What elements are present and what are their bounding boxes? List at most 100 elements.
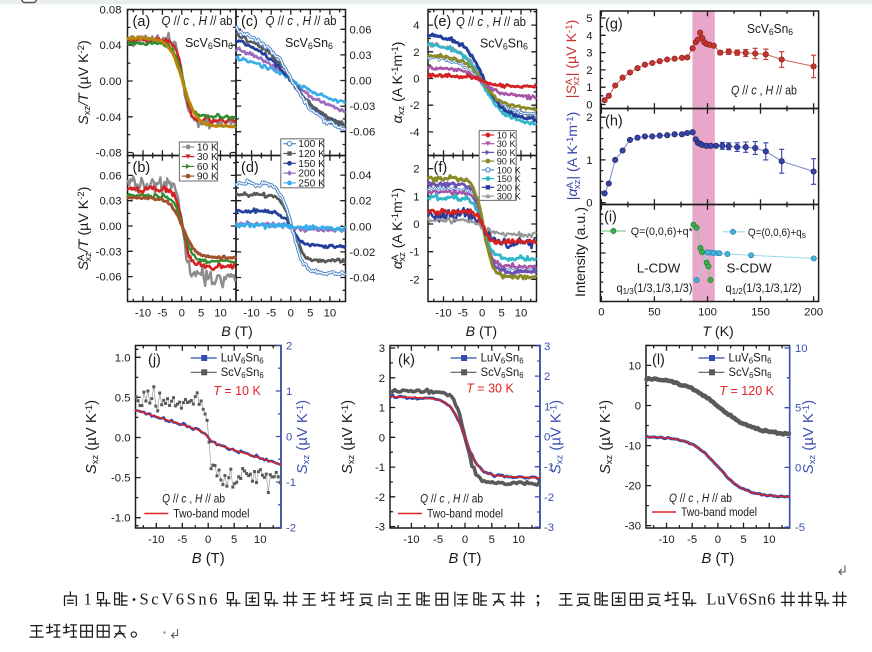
svg-text:ScV6Sn6: ScV6Sn6	[140, 590, 218, 609]
svg-text:-1: -1	[375, 462, 385, 474]
svg-text:q1/3(1/3,1/3,1/3): q1/3(1/3,1/3,1/3)	[617, 283, 693, 296]
svg-text:0: 0	[413, 219, 419, 231]
svg-text:1: 1	[413, 191, 419, 203]
svg-text:ScV6Sn6: ScV6Sn6	[285, 35, 333, 52]
svg-text:ScV6Sn6: ScV6Sn6	[481, 367, 525, 380]
svg-text:10: 10	[324, 308, 337, 320]
svg-text:-5: -5	[795, 522, 805, 534]
svg-text:2: 2	[544, 371, 550, 383]
svg-text:Sxz (µV K-1): Sxz (µV K-1)	[340, 400, 357, 474]
svg-text:LuV6Sn6: LuV6Sn6	[706, 590, 775, 609]
svg-text:5: 5	[498, 308, 504, 320]
svg-text:0.00: 0.00	[100, 221, 122, 233]
svg-text:q1/2(1/3,1/3,1/2): q1/2(1/3,1/3,1/2)	[726, 283, 802, 296]
svg-text:B (T): B (T)	[192, 551, 225, 567]
svg-text:Q // c , H // ab: Q // c , H // ab	[456, 14, 526, 29]
svg-text:100 K: 100 K	[497, 165, 522, 175]
svg-text:-5: -5	[458, 308, 468, 320]
svg-text:-2: -2	[375, 492, 385, 504]
svg-text:-0.03: -0.03	[96, 246, 122, 258]
svg-text:ScV6Sn6: ScV6Sn6	[747, 21, 793, 38]
svg-text:Sxz/T (µV K-2): Sxz/T (µV K-2)	[76, 40, 93, 124]
svg-text:-1: -1	[409, 247, 419, 259]
svg-text:0.00: 0.00	[100, 76, 122, 88]
svg-text:T (K): T (K)	[702, 324, 734, 340]
svg-text:-5: -5	[687, 534, 697, 546]
svg-text:-0.04: -0.04	[96, 112, 122, 124]
svg-text:Sxz (µV K-1): Sxz (µV K-1)	[801, 400, 818, 474]
svg-text:Q=(0,0,6)+q*: Q=(0,0,6)+q*	[631, 226, 694, 238]
svg-text:S-CDW: S-CDW	[726, 261, 772, 276]
svg-text:0: 0	[544, 432, 550, 444]
svg-text:ScV6Sn6: ScV6Sn6	[729, 367, 773, 380]
svg-text:50: 50	[648, 307, 661, 319]
svg-text:Two-band model: Two-band model	[681, 505, 757, 519]
svg-text:αAxz (A K-1m-1): αAxz (A K-1m-1)	[390, 188, 408, 269]
svg-text:(g): (g)	[605, 17, 623, 33]
svg-text:0.06: 0.06	[350, 24, 372, 36]
svg-text:(d): (d)	[241, 160, 259, 176]
svg-text:90 K: 90 K	[497, 157, 517, 167]
svg-text:-0.06: -0.06	[96, 272, 122, 284]
svg-text:2: 2	[379, 373, 385, 385]
svg-text:-10: -10	[243, 308, 259, 320]
svg-text:ScV6Sn6: ScV6Sn6	[480, 36, 528, 53]
svg-text:100 K: 100 K	[298, 139, 325, 150]
svg-text:4: 4	[413, 20, 419, 32]
svg-text:-0.08: -0.08	[96, 148, 122, 160]
svg-text:Q // c , H // ab: Q // c , H // ab	[266, 13, 337, 28]
svg-text:B (T): B (T)	[221, 324, 253, 340]
svg-text:-10: -10	[403, 534, 419, 546]
svg-text:ScV6Sn6: ScV6Sn6	[185, 35, 233, 52]
svg-text:0.03: 0.03	[100, 196, 122, 208]
svg-text:3: 3	[586, 48, 592, 60]
svg-text:-10: -10	[135, 308, 151, 320]
svg-text:Two-band model: Two-band model	[427, 507, 503, 521]
svg-text:-3: -3	[375, 522, 385, 534]
svg-text:-10: -10	[435, 308, 451, 320]
svg-text:10 K: 10 K	[197, 142, 218, 153]
svg-text:-0.03: -0.03	[350, 101, 376, 113]
svg-text:0: 0	[413, 74, 419, 86]
svg-text:0: 0	[462, 534, 468, 546]
svg-text:90 K: 90 K	[197, 172, 218, 183]
svg-text:3: 3	[544, 341, 550, 353]
svg-text:-2: -2	[409, 100, 419, 112]
svg-text:0.06: 0.06	[100, 170, 122, 182]
svg-text:4: 4	[586, 30, 592, 42]
svg-text:300 K: 300 K	[497, 192, 522, 202]
svg-text:1.0: 1.0	[115, 352, 131, 364]
svg-text:-5: -5	[266, 308, 276, 320]
svg-text:Q // c , H // ab: Q // c , H // ab	[420, 492, 483, 506]
svg-text:2: 2	[286, 341, 292, 353]
svg-text:-5: -5	[157, 308, 167, 320]
svg-text:Intensity (a.u.): Intensity (a.u.)	[573, 207, 589, 297]
svg-text:30 K: 30 K	[497, 139, 517, 149]
svg-text:150 K: 150 K	[298, 159, 325, 170]
svg-text:(h): (h)	[605, 114, 623, 130]
svg-text:0: 0	[635, 401, 641, 413]
svg-text:30 K: 30 K	[197, 152, 218, 163]
svg-text:150 K: 150 K	[497, 174, 522, 184]
svg-text:(a): (a)	[133, 14, 151, 30]
svg-text:0: 0	[479, 308, 485, 320]
svg-text:-0.06: -0.06	[350, 127, 376, 139]
svg-text:-10: -10	[658, 534, 674, 546]
svg-text:-2: -2	[286, 523, 296, 535]
svg-text:10: 10	[628, 360, 641, 372]
svg-text:0: 0	[179, 308, 185, 320]
svg-text:-10: -10	[148, 534, 164, 546]
svg-text:10: 10	[214, 308, 227, 320]
svg-text:10: 10	[795, 343, 808, 355]
svg-text:0: 0	[795, 462, 801, 474]
svg-text:-1: -1	[286, 477, 296, 489]
svg-text:1: 1	[286, 386, 292, 398]
svg-text:ScV6Sn6: ScV6Sn6	[221, 367, 265, 380]
svg-text:-5: -5	[433, 534, 443, 546]
svg-text:1: 1	[84, 590, 92, 609]
svg-text:Q // c , H // ab: Q // c , H // ab	[162, 492, 225, 506]
svg-text:Two-band model: Two-band model	[173, 507, 249, 521]
svg-text:5: 5	[307, 308, 313, 320]
svg-text:|αAxz| (A K-1m-1): |αAxz| (A K-1m-1)	[565, 112, 583, 201]
svg-text:10: 10	[763, 534, 776, 546]
